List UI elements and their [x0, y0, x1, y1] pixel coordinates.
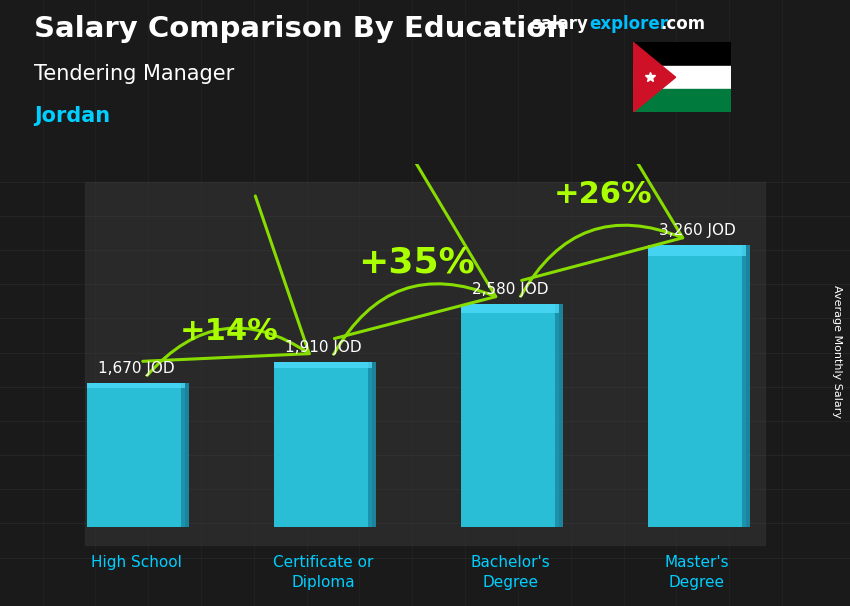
Text: 3,260 JOD: 3,260 JOD — [659, 223, 735, 238]
Bar — [649, 245, 745, 527]
Text: High School: High School — [91, 555, 181, 570]
Bar — [555, 304, 563, 527]
Bar — [181, 382, 189, 527]
Text: Jordan: Jordan — [34, 106, 110, 126]
Text: +26%: +26% — [554, 181, 653, 209]
Text: salary: salary — [531, 15, 588, 33]
Text: explorer: explorer — [589, 15, 668, 33]
Bar — [275, 362, 371, 527]
Bar — [633, 42, 731, 65]
Text: 2,580 JOD: 2,580 JOD — [472, 282, 548, 297]
Bar — [462, 304, 558, 313]
FancyArrowPatch shape — [334, 153, 496, 355]
Text: Bachelor's
Degree: Bachelor's Degree — [470, 555, 550, 590]
Text: +14%: +14% — [180, 317, 279, 346]
Text: +35%: +35% — [358, 245, 475, 279]
Polygon shape — [633, 42, 676, 112]
Bar — [649, 245, 745, 256]
Bar — [742, 245, 750, 527]
Text: Tendering Manager: Tendering Manager — [34, 64, 235, 84]
Bar — [462, 304, 558, 527]
Text: Average Monthly Salary: Average Monthly Salary — [832, 285, 842, 418]
Text: Salary Comparison By Education: Salary Comparison By Education — [34, 15, 567, 43]
Text: 1,670 JOD: 1,670 JOD — [98, 361, 174, 376]
FancyArrowPatch shape — [521, 95, 683, 296]
Bar — [633, 89, 731, 112]
FancyArrowPatch shape — [143, 196, 309, 375]
Bar — [633, 65, 731, 89]
Bar — [88, 382, 184, 388]
Text: Certificate or
Diploma: Certificate or Diploma — [273, 555, 373, 590]
Bar — [88, 382, 184, 527]
Text: Master's
Degree: Master's Degree — [665, 555, 729, 590]
Text: 1,910 JOD: 1,910 JOD — [285, 340, 361, 355]
Bar — [368, 362, 376, 527]
Bar — [275, 362, 371, 368]
Text: .com: .com — [660, 15, 706, 33]
Bar — [85, 182, 765, 545]
